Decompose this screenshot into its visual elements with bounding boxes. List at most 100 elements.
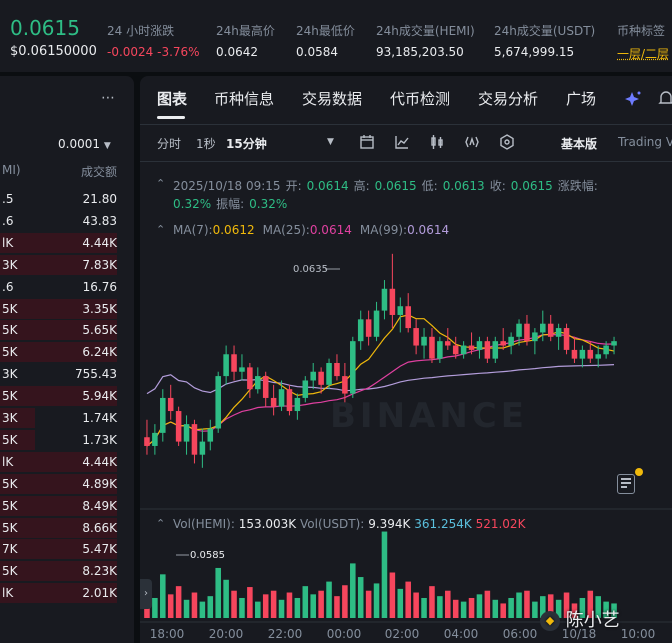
toolbar-divider [140, 161, 672, 162]
ma-label: MA(99): [359, 223, 408, 237]
volume-bar [247, 587, 253, 618]
ohlc-field: 高: [353, 179, 370, 193]
candle-body [405, 306, 411, 329]
collapse-arrow-icon[interactable]: ⌃ [156, 177, 166, 190]
interval-timeline[interactable]: 分时 [157, 137, 182, 151]
depth-bar [0, 342, 117, 363]
expand-arrow-icon[interactable]: › [140, 579, 152, 609]
precision-select[interactable]: 0.0001 ▼ [58, 137, 111, 151]
candle-body [247, 367, 253, 390]
volume-bar [270, 590, 277, 618]
time-axis-label: 04:00 [444, 627, 479, 641]
trade-amount: .5 [2, 192, 14, 206]
candle-body [373, 310, 380, 337]
candle-body [587, 349, 594, 359]
candle-body [421, 336, 427, 346]
vol-usdt-value: 9.394K [368, 517, 411, 531]
hexagon-settings-icon[interactable] [499, 134, 515, 150]
calendar-icon[interactable] [359, 134, 375, 150]
ohlc-field: 开: [285, 179, 302, 193]
volume-bar [389, 572, 396, 618]
volume-bar [595, 596, 601, 618]
tab-square[interactable]: 广场 [566, 90, 597, 108]
interval-1s[interactable]: 1秒 [196, 137, 216, 151]
trade-amount: 5K [2, 498, 18, 513]
candlestick-chart[interactable]: BINANCE 0.0635 0.0585 18:00 20:00 22:00 00:00 0… [140, 162, 672, 643]
tab-token-info[interactable]: 币种信息 [214, 90, 275, 108]
candle-body [278, 389, 285, 407]
candle-body [310, 371, 316, 381]
depth-bar [0, 254, 117, 275]
volume-bar [524, 590, 530, 618]
trade-turnover: 43.83 [82, 213, 117, 228]
bell-icon[interactable] [658, 90, 672, 108]
candle-body [524, 323, 530, 342]
indicator-icon[interactable] [464, 134, 480, 150]
trade-row: 5K 5.94K [0, 385, 134, 407]
ma-collapse-arrow-icon[interactable]: ⌃ [156, 223, 166, 236]
tab-trade-analysis[interactable]: 交易分析 [478, 90, 539, 108]
tab-chart[interactable]: 图表 [157, 90, 188, 108]
volume-bar [342, 585, 348, 618]
ohlc-field: 2025/10/18 09:15 [173, 179, 281, 193]
trade-turnover: 8.66K [82, 520, 117, 535]
trade-row: 5K 8.49K [0, 495, 134, 517]
depth-bar [0, 320, 117, 341]
trade-row: 7K 5.47K [0, 538, 134, 560]
ohlc-field: 低: [421, 179, 438, 193]
more-dots-icon[interactable]: ⋯ [101, 90, 116, 106]
volume-bar [326, 581, 332, 618]
candle-body [183, 424, 190, 442]
active-tab-underline [157, 116, 185, 119]
stat-24h-low-label: 24h最低价 [296, 24, 355, 38]
trade-row: lK 4.44K [0, 232, 134, 254]
volume-bar [421, 597, 427, 618]
line-chart-icon[interactable] [394, 134, 410, 150]
candle-body [555, 328, 562, 337]
tab-token-check[interactable]: 代币检测 [390, 90, 451, 108]
volume-bar [191, 592, 198, 618]
drawing-tool-icon[interactable] [617, 474, 635, 494]
volume-bar [294, 597, 301, 618]
candle-body [231, 354, 237, 372]
ma-legend: MA(7):0.0612 MA(25):0.0614 MA(99):0.0614 [173, 223, 457, 237]
interval-dropdown-icon[interactable]: ▼ [327, 137, 334, 147]
candle-body [334, 363, 340, 377]
volume-bar [413, 592, 419, 618]
ohlc-info-line2: 0.32% 振幅: 0.32% [173, 195, 292, 212]
time-axis-label: 20:00 [209, 627, 244, 641]
candle-body [255, 376, 261, 390]
chevron-down-icon: ▼ [103, 141, 111, 151]
ai-sparkle-icon[interactable] [624, 90, 642, 108]
stat-token-tag-value[interactable]: 一层/二层 [617, 47, 670, 61]
interval-15m[interactable]: 15分钟 [226, 137, 267, 151]
depth-bar [0, 408, 36, 428]
candle-body [389, 288, 396, 315]
vol-hemi-value: 153.003K [238, 517, 297, 531]
tab-trading-data[interactable]: 交易数据 [302, 90, 363, 108]
volume-bar [547, 594, 554, 618]
volume-bar [540, 596, 546, 618]
vol-collapse-arrow-icon[interactable]: ⌃ [156, 517, 166, 530]
volume-bar [429, 586, 435, 618]
candle-body [445, 341, 451, 346]
candle-body [429, 336, 435, 359]
ohlc-field: 振幅: [216, 197, 245, 211]
candle-body [547, 323, 554, 337]
last-price-usd: $0.06150000 [10, 44, 97, 59]
candle-settings-icon[interactable] [429, 134, 445, 150]
volume-bar [207, 596, 214, 618]
ohlc-field: 0.32% [173, 197, 212, 211]
candle-body [326, 363, 332, 385]
volume-bar [484, 590, 491, 618]
ma99-line [146, 364, 615, 395]
trade-amount: lK [2, 586, 14, 601]
basic-version-toggle[interactable]: 基本版 [561, 137, 598, 151]
trade-row: 5K 8.23K [0, 560, 134, 582]
stat-24h-change-value: -0.0024 -3.76% [107, 45, 200, 59]
col-turnover-header: 成交额 [80, 165, 117, 179]
tradingview-toggle[interactable]: Trading V [618, 135, 672, 149]
ohlc-field: 0.0615 [510, 179, 553, 193]
volume-bar [381, 531, 388, 618]
volume-bar [445, 590, 451, 618]
